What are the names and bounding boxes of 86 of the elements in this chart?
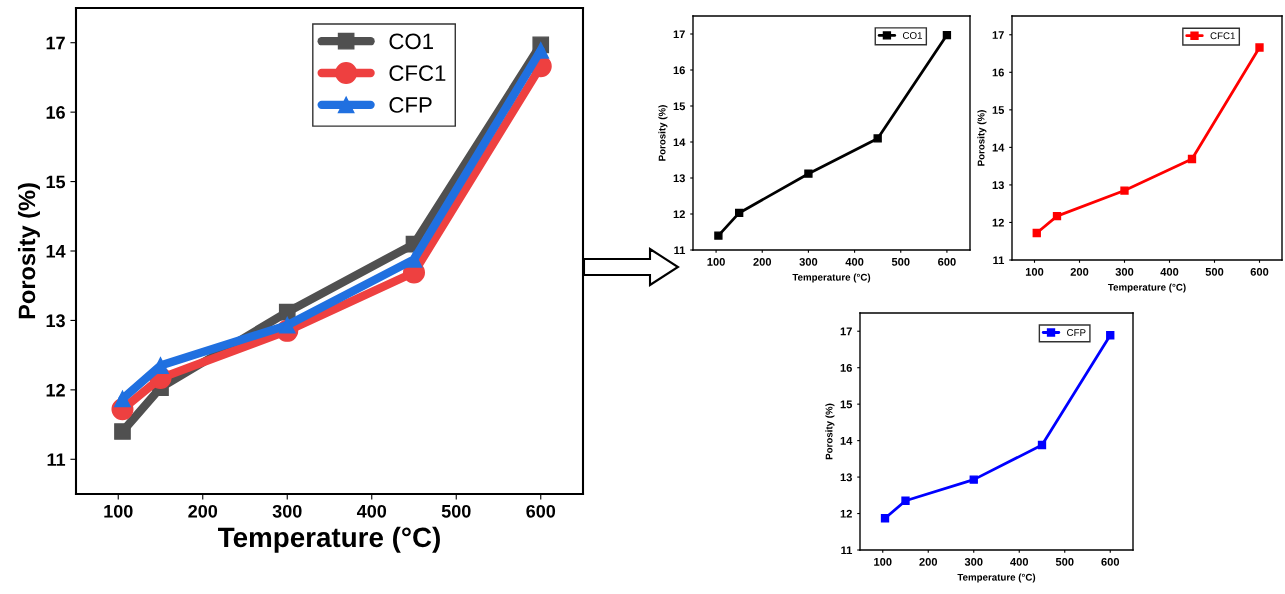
x-tick-label: 500 — [1055, 557, 1074, 566]
y-tick-label: 11 — [993, 256, 1005, 265]
y-tick-label: 17 — [673, 30, 685, 39]
y-axis-title: Porosity (%) — [658, 105, 668, 161]
y-axis-title: Porosity (%) — [825, 403, 835, 460]
y-tick-label: 16 — [840, 363, 852, 372]
point — [880, 514, 890, 523]
x-tick-label: 300 — [799, 257, 818, 266]
y-tick-label: 11 — [841, 546, 853, 555]
point — [114, 390, 131, 408]
point — [1052, 211, 1062, 221]
x-tick-label: 200 — [1070, 267, 1089, 276]
y-tick-label: 17 — [46, 36, 65, 50]
y-tick-label: 14 — [46, 245, 66, 258]
legend-label: CO1 — [902, 32, 922, 39]
legend-label: CFP — [389, 97, 432, 113]
x-tick-label: 300 — [964, 557, 983, 566]
point — [278, 303, 296, 321]
x-tick-label: 600 — [1250, 267, 1269, 276]
y-tick-label: 13 — [46, 314, 65, 328]
y-tick-label: 15 — [673, 102, 686, 111]
y-tick-label: 16 — [673, 66, 685, 75]
x-axis-title: Temperature (°C) — [792, 273, 871, 283]
y-tick-label: 17 — [840, 327, 852, 336]
y-tick-label: 16 — [46, 106, 65, 119]
point — [1120, 186, 1129, 195]
x-tick-label: 600 — [1101, 557, 1120, 566]
point — [969, 475, 978, 484]
point — [942, 30, 952, 40]
x-tick-label: 100 — [1025, 267, 1044, 276]
y-tick-label: 14 — [673, 138, 686, 147]
x-tick-label: 400 — [1160, 267, 1179, 276]
y-tick-label: 15 — [46, 175, 66, 189]
x-tick-label: 100 — [104, 504, 133, 518]
point — [405, 250, 423, 268]
point — [901, 496, 910, 505]
y-tick-label: 15 — [992, 106, 1005, 114]
point — [1032, 228, 1041, 238]
y-tick-label: 16 — [992, 68, 1004, 77]
legend-label: CFC1 — [389, 65, 446, 82]
legend-label: CFC1 — [1210, 32, 1235, 40]
y-tick-label: 11 — [47, 453, 66, 466]
point — [1255, 43, 1264, 52]
legend-label: CFP — [1067, 329, 1086, 336]
y-tick-label: 12 — [992, 218, 1004, 227]
y-tick-label: 14 — [840, 437, 853, 445]
x-tick-label: 500 — [891, 257, 910, 266]
x-tick-label: 400 — [845, 257, 864, 266]
y-axis-title: Porosity (%) — [17, 183, 40, 319]
x-tick-label: 200 — [753, 257, 772, 266]
y-axis-title: Porosity (%) — [977, 110, 987, 166]
x-tick-label: 600 — [526, 504, 556, 518]
point — [1106, 331, 1115, 340]
y-tick-label: 12 — [840, 509, 852, 518]
y-tick-label: 17 — [992, 31, 1004, 39]
point — [278, 316, 296, 334]
y-tick-label: 11 — [674, 246, 686, 255]
x-tick-label: 300 — [272, 504, 302, 518]
x-tick-label: 100 — [874, 557, 892, 566]
x-tick-label: 100 — [707, 257, 725, 266]
x-tick-label: 500 — [1205, 267, 1224, 276]
point — [873, 134, 882, 143]
x-axis-title: Temperature (°C) — [1107, 283, 1186, 293]
x-axis-title: Temperature (°C) — [218, 526, 440, 553]
x-tick-label: 400 — [356, 504, 387, 518]
x-tick-label: 600 — [938, 257, 956, 266]
y-tick-label: 12 — [46, 383, 65, 397]
y-tick-label: 14 — [992, 143, 1005, 152]
x-axis-title: Temperature (°C) — [957, 573, 1036, 583]
point — [804, 169, 813, 178]
legend-label: CO1 — [389, 33, 433, 50]
point — [714, 231, 723, 240]
y-tick-label: 15 — [840, 400, 853, 409]
x-tick-label: 400 — [1010, 557, 1029, 566]
y-tick-label: 13 — [992, 181, 1004, 190]
point — [114, 423, 131, 440]
x-tick-label: 200 — [188, 504, 218, 518]
point — [734, 208, 744, 218]
y-tick-label: 13 — [840, 473, 852, 482]
y-tick-label: 13 — [673, 174, 685, 183]
x-tick-label: 500 — [441, 504, 471, 518]
y-tick-label: 12 — [673, 210, 685, 219]
point — [1037, 440, 1047, 450]
point — [1187, 154, 1197, 164]
x-tick-label: 300 — [1115, 267, 1134, 276]
x-tick-label: 200 — [919, 557, 938, 566]
